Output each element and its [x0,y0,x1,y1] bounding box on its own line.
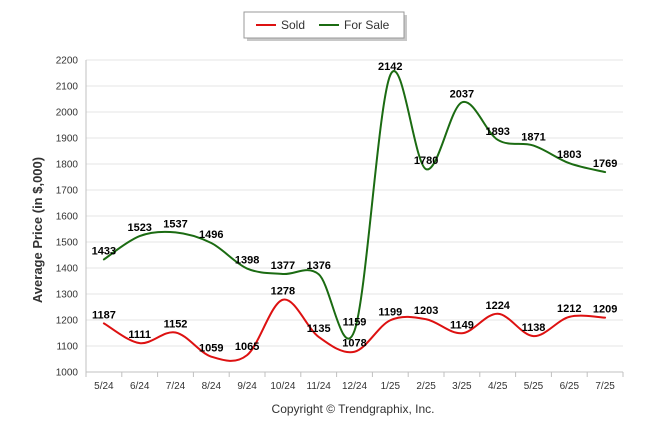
data-label-sold: 1224 [485,300,510,312]
x-tick-label: 5/24 [94,381,114,392]
legend-label-for-sale: For Sale [344,18,390,32]
data-label-for-sale: 2037 [450,88,474,100]
y-tick-label: 1300 [56,290,79,301]
x-tick-label: 7/24 [166,381,186,392]
x-tick-label: 12/24 [342,381,367,392]
x-tick-label: 7/25 [595,381,615,392]
copyright-text: Copyright © Trendgraphix, Inc. [272,402,435,416]
data-label-sold: 1199 [378,306,402,318]
series-line-for-sale [102,70,607,340]
y-tick-label: 1900 [56,134,79,145]
data-label-sold: 1203 [414,305,438,317]
data-label-sold: 1278 [271,286,295,298]
y-tick-label: 2000 [56,108,79,119]
data-label-sold: 1059 [199,343,223,355]
x-tick-label: 2/25 [416,381,436,392]
x-tick-label: 1/25 [381,381,401,392]
data-label-sold: 1152 [164,318,188,330]
y-tick-label: 1500 [56,238,79,249]
data-label-for-sale: 1398 [235,255,259,267]
y-tick-label: 1700 [56,186,79,197]
data-label-for-sale: 1376 [306,260,330,272]
legend: Sold For Sale [243,11,407,41]
data-label-for-sale: 1871 [521,132,545,144]
data-label-sold: 1212 [557,303,581,315]
data-label-sold: 1078 [342,338,366,350]
data-label-for-sale: 2142 [378,61,402,73]
y-tick-label: 1000 [56,368,79,379]
x-tick-label: 8/24 [202,381,222,392]
x-axis-ticks: 5/24 6/24 7/24 8/24 9/24 10/24 11/24 12/24 1/25 2… [85,372,624,392]
x-tick-label: 5/25 [524,381,544,392]
data-label-for-sale: 1523 [127,222,151,234]
x-tick-label: 9/24 [237,381,257,392]
data-label-for-sale: 1893 [485,126,509,138]
data-label-sold: 1111 [128,329,151,341]
series-line-sold [102,298,607,362]
y-tick-label: 1100 [56,342,78,353]
data-label-sold: 1209 [593,304,617,316]
x-tick-label: 4/25 [488,381,508,392]
data-labels: 1187 1111 1152 1059 1065 1278 1135 1078 1199 1203… [92,61,618,355]
gridlines [86,59,623,373]
y-tick-label: 1600 [56,212,79,223]
data-label-for-sale: 1433 [92,245,116,257]
axes [85,60,623,373]
data-label-sold: 1135 [307,323,331,335]
data-label-sold: 1138 [522,322,546,334]
y-axis-ticks: 1000 1100 1200 1300 1400 1500 1600 1700 1800 1900… [56,56,79,379]
data-label-sold: 1187 [92,309,116,321]
legend-label-sold: Sold [281,18,305,32]
y-tick-label: 1800 [56,160,79,171]
x-tick-label: 3/25 [452,381,472,392]
y-tick-label: 1200 [56,316,79,327]
x-tick-label: 6/24 [130,381,150,392]
data-label-for-sale: 1377 [271,260,295,272]
x-tick-label: 6/25 [560,381,580,392]
data-label-sold: 1065 [235,341,259,353]
data-label-sold: 1149 [450,319,474,331]
y-tick-label: 2200 [56,56,79,67]
data-label-for-sale: 1159 [343,317,367,329]
y-axis-title: Average Price (in $,000) [30,157,45,303]
y-tick-label: 1400 [56,264,79,275]
data-label-for-sale: 1780 [414,155,438,167]
data-label-for-sale: 1537 [163,218,187,230]
data-label-for-sale: 1496 [199,229,223,241]
data-label-for-sale: 1769 [593,158,617,170]
series-lines [102,70,607,362]
x-tick-label: 11/24 [307,381,332,392]
x-tick-label: 10/24 [270,381,295,392]
data-label-for-sale: 1803 [557,149,581,161]
y-tick-label: 2100 [56,82,79,93]
